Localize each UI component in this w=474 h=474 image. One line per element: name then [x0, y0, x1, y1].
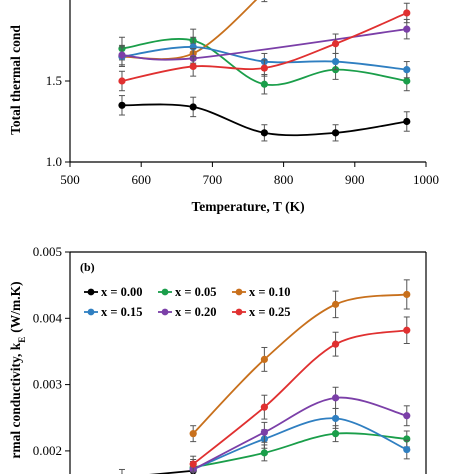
series-line — [148, 469, 194, 474]
panel-b-y-axis-title-main: rmal conductivity, k — [8, 342, 23, 458]
legend-label: x = 0.10 — [249, 285, 291, 299]
series-line — [121, 28, 407, 61]
panel-a-y-ticks: 1.0 1.5 — [46, 73, 70, 169]
data-point — [403, 9, 411, 17]
series-5 — [118, 2, 411, 92]
panel-b-y-axis-title-sub: E — [17, 337, 27, 343]
series-line — [192, 417, 408, 471]
data-point — [118, 77, 126, 85]
data-point — [260, 129, 268, 137]
series-line — [192, 396, 408, 471]
panel-b-y-ticks: 0.002 0.003 0.004 0.005 — [33, 244, 70, 458]
data-point — [260, 403, 268, 411]
legend-swatch-marker — [235, 288, 243, 296]
x-tick-label: 600 — [131, 172, 151, 187]
y-tick-label: 0.003 — [33, 377, 62, 392]
legend-label: x = 0.20 — [175, 305, 217, 319]
legend-entry: x = 0.20 — [158, 305, 217, 319]
x-tick-label: 500 — [60, 172, 80, 187]
panel-a: 500 600 700 800 900 1000 1.0 1.5 Temperature, … — [8, 0, 439, 214]
legend-entry: x = 0.00 — [84, 285, 143, 299]
panel-b-label: (b) — [80, 260, 95, 274]
y-tick-label: 0.005 — [33, 244, 62, 259]
legend-label: x = 0.15 — [101, 305, 143, 319]
error-bar — [261, 0, 268, 3]
legend-label: x = 0.00 — [101, 285, 143, 299]
panel-a-x-axis-title: Temperature, T (K) — [191, 199, 304, 214]
x-tick-label: 700 — [203, 172, 223, 187]
series-2 — [189, 279, 411, 443]
data-point — [331, 394, 340, 402]
data-point — [403, 412, 411, 420]
legend-label: x = 0.05 — [175, 285, 217, 299]
series-line — [192, 329, 407, 465]
legend-entry: x = 0.25 — [232, 305, 291, 319]
data-point — [118, 101, 126, 109]
legend-swatch-marker — [235, 308, 243, 316]
x-tick-label: 800 — [274, 172, 294, 187]
series-0 — [118, 95, 411, 142]
legend-entry: x = 0.10 — [232, 285, 291, 299]
legend-label: x = 0.25 — [249, 305, 291, 319]
series-line — [192, 432, 407, 469]
data-point — [331, 340, 340, 348]
data-point — [260, 64, 268, 72]
panel-b-y-axis-title: rmal conductivity, kE (W/m.K) — [8, 281, 27, 458]
data-point — [331, 300, 340, 308]
data-point — [403, 290, 411, 299]
data-point — [403, 117, 411, 126]
data-point — [403, 25, 411, 33]
data-point — [260, 80, 268, 88]
y-tick-label: 0.004 — [33, 310, 63, 325]
legend-swatch-marker — [161, 288, 169, 296]
legend-entry: x = 0.05 — [158, 285, 217, 299]
series-0 — [118, 462, 197, 474]
error-bar — [118, 468, 125, 474]
panel-a-y-axis-title: Total thermal cond — [8, 25, 23, 135]
data-point — [189, 103, 197, 111]
data-point — [260, 449, 268, 457]
y-tick-label: 1.5 — [46, 73, 62, 88]
data-point — [331, 129, 340, 137]
data-point — [331, 57, 340, 66]
data-point — [403, 445, 411, 454]
y-tick-label: 0.002 — [33, 443, 62, 458]
data-point — [260, 428, 268, 436]
data-point — [118, 51, 126, 59]
panel-a-x-ticks: 500 600 700 800 900 1000 — [60, 162, 439, 187]
panel-b-legend: x = 0.00 x = 0.05 x = 0.10 x = 0.15 x = 0.20… — [84, 285, 291, 319]
data-point — [331, 40, 340, 48]
data-point — [331, 414, 340, 423]
x-tick-label: 900 — [345, 172, 365, 187]
y-tick-label: 1.0 — [46, 154, 62, 169]
data-point — [189, 460, 197, 468]
panel-b-series — [118, 279, 411, 474]
data-point — [189, 62, 197, 71]
legend-swatch-marker — [87, 288, 95, 296]
series-5 — [189, 316, 411, 473]
data-point — [403, 77, 411, 85]
legend-swatch-marker — [161, 308, 169, 316]
data-point — [331, 430, 340, 438]
x-tick-label: 1000 — [413, 172, 439, 187]
panel-a-series — [118, 0, 411, 142]
data-point — [403, 66, 411, 74]
data-point — [189, 430, 197, 438]
data-point — [403, 326, 411, 334]
series-line — [192, 293, 407, 435]
legend-entry: x = 0.15 — [84, 305, 143, 319]
panel-b-y-axis-title-unit: (W/m.K) — [8, 281, 23, 332]
legend-swatch-marker — [87, 308, 95, 316]
data-point — [260, 355, 268, 364]
